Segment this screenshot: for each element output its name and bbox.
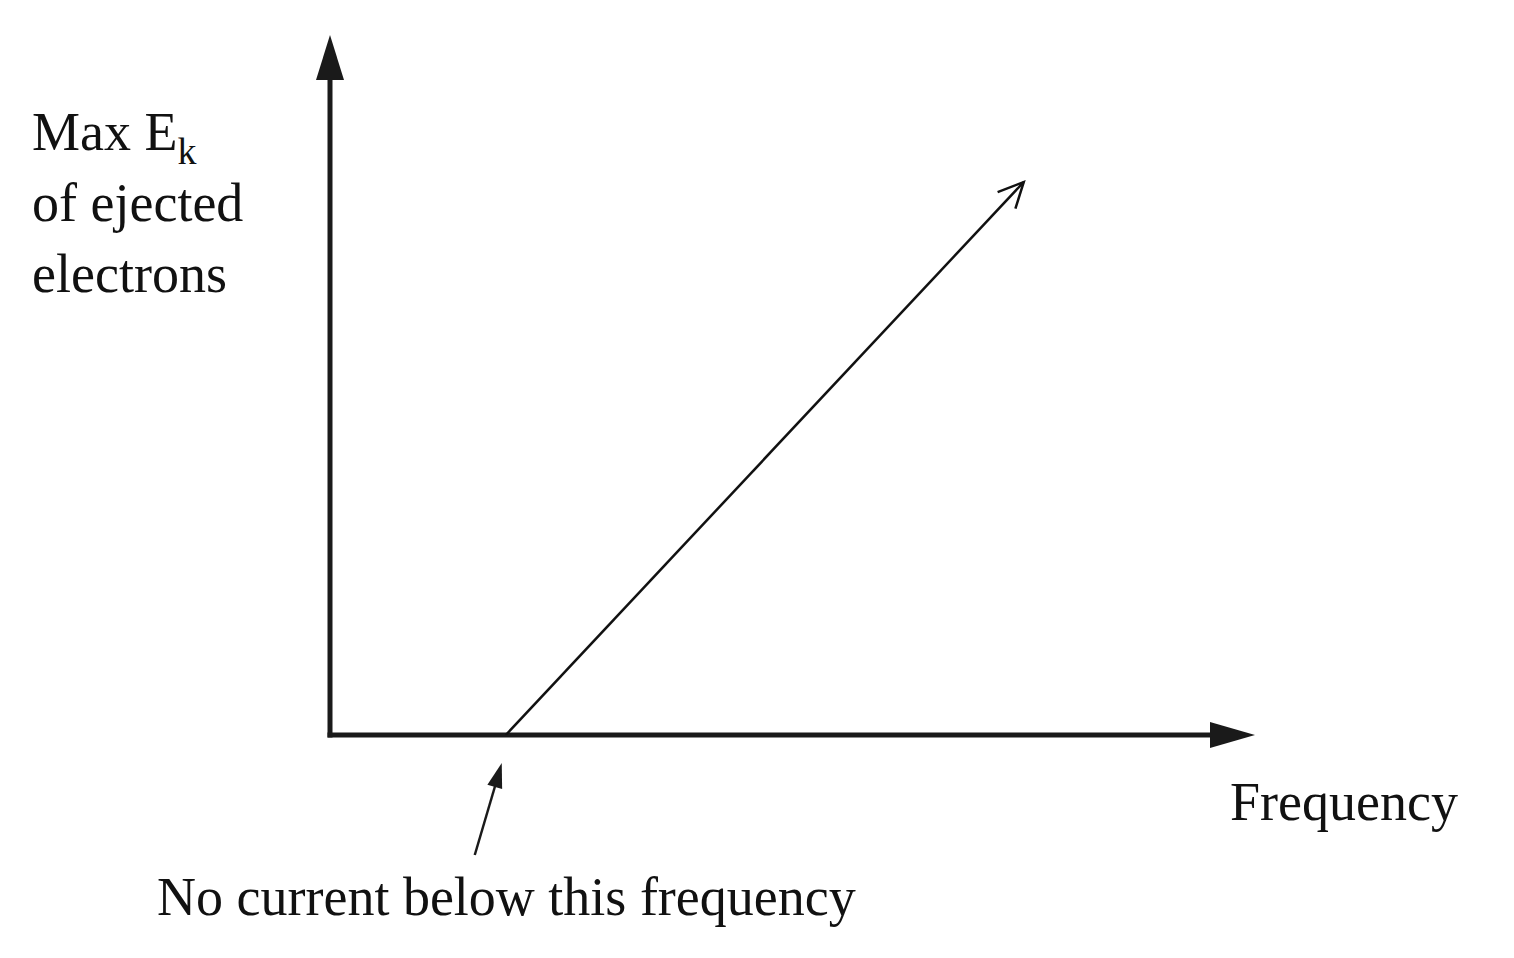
series-arrowhead — [998, 182, 1024, 209]
annotation-arrow — [475, 777, 498, 855]
y-axis-label-part: Max E — [32, 102, 177, 162]
annotation-text: No current below this frequency — [157, 867, 856, 927]
chart: Frequency Max Ekof ejected electrons No cur… — [0, 0, 1514, 958]
y-axis — [328, 75, 333, 738]
y-axis-label: of ejected — [32, 173, 243, 233]
x-axis-arrow — [1210, 722, 1255, 748]
y-axis-label-subscript: k — [177, 130, 196, 172]
chart-root: Frequency Max Ekof ejected electrons No cur… — [0, 0, 1514, 958]
series-line — [506, 182, 1024, 735]
x-axis — [328, 733, 1216, 738]
y-axis-label-part: electrons — [32, 244, 227, 304]
x-axis-label: Frequency — [1230, 772, 1458, 832]
y-axis-label: electrons — [32, 244, 227, 304]
annotation-arrowhead — [487, 763, 502, 789]
plot-area — [506, 182, 1024, 735]
y-axis-label-part: of ejected — [32, 173, 243, 233]
y-axis-arrow — [316, 35, 344, 80]
y-axis-label: Max Ek — [32, 102, 196, 172]
